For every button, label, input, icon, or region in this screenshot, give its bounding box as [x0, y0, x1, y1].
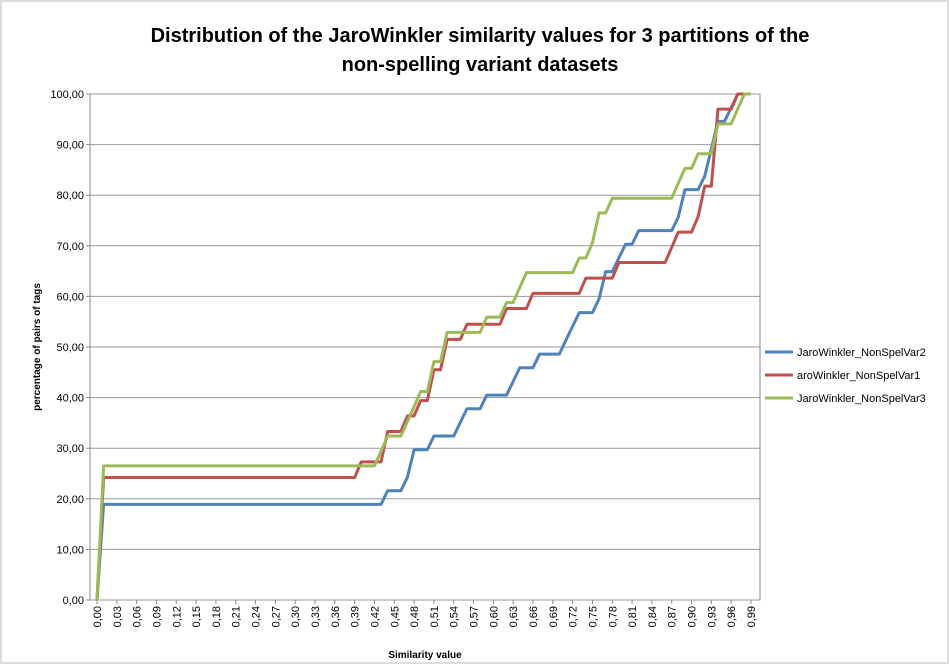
y-tick-label: 40,00	[56, 393, 84, 405]
x-tick-label: 0,48	[409, 606, 421, 627]
y-tick-label: 70,00	[56, 241, 84, 253]
legend-label: aroWinkler_NonSpelVar1	[797, 370, 920, 382]
x-tick-label: 0,72	[568, 606, 580, 627]
x-tick-label: 0,06	[132, 606, 144, 627]
x-tick-label: 0,21	[231, 606, 243, 627]
y-tick-label: 80,00	[56, 190, 84, 202]
y-tick-label: 0,00	[63, 595, 84, 607]
y-tick-label: 30,00	[56, 443, 84, 455]
legend-label: JaroWinkler_NonSpelVar2	[797, 347, 926, 359]
x-tick-label: 0,90	[687, 606, 699, 627]
y-tick-label: 10,00	[56, 544, 84, 556]
x-tick-label: 0,33	[310, 606, 322, 627]
x-tick-label: 0,63	[508, 606, 520, 627]
chart-title: Distribution of the JaroWinkler similari…	[150, 25, 810, 76]
x-tick-label: 0,45	[389, 606, 401, 627]
x-tick-label: 0,60	[488, 606, 500, 627]
x-tick-label: 0,69	[548, 606, 560, 627]
series-line	[95, 92, 751, 601]
x-tick-label: 0,42	[369, 606, 381, 627]
series-line	[95, 92, 751, 601]
x-tick-label: 0,24	[251, 606, 263, 627]
legend-label: JaroWinkler_NonSpelVar3	[797, 393, 926, 405]
x-axis-label: Similarity value	[388, 650, 462, 661]
x-tick-label: 0,30	[290, 606, 302, 627]
y-tick-label: 60,00	[56, 291, 84, 303]
x-tick-label: 0,54	[449, 606, 461, 627]
x-tick-label: 0,51	[429, 606, 441, 627]
x-tick-label: 0,84	[647, 606, 659, 627]
x-tick-label: 0,09	[151, 606, 163, 627]
x-tick-label: 0,12	[171, 606, 183, 627]
x-tick-label: 0,18	[211, 606, 223, 627]
x-tick-label: 0,78	[607, 606, 619, 627]
x-tick-label: 0,81	[627, 606, 639, 627]
x-tick-label: 0,27	[270, 606, 282, 627]
series-line	[95, 92, 751, 601]
y-tick-label: 50,00	[56, 342, 84, 354]
x-tick-label: 0,03	[112, 606, 124, 627]
x-tick-label: 0,39	[350, 606, 362, 627]
x-tick-label: 0,93	[706, 606, 718, 627]
x-tick-label: 0,87	[667, 606, 679, 627]
y-axis-label: percentage of pairs of tags	[32, 283, 43, 411]
x-tick-label: 0,00	[92, 606, 104, 627]
x-tick-label: 0,36	[330, 606, 342, 627]
y-tick-label: 20,00	[56, 494, 84, 506]
x-tick-label: 0,57	[469, 606, 481, 627]
y-tick-label: 100,00	[50, 89, 84, 101]
x-tick-label: 0,99	[746, 606, 758, 627]
x-tick-label: 0,15	[191, 606, 203, 627]
x-tick-label: 0,66	[528, 606, 540, 627]
x-tick-label: 0,75	[587, 606, 599, 627]
x-tick-label: 0,96	[726, 606, 738, 627]
y-tick-label: 90,00	[56, 140, 84, 152]
